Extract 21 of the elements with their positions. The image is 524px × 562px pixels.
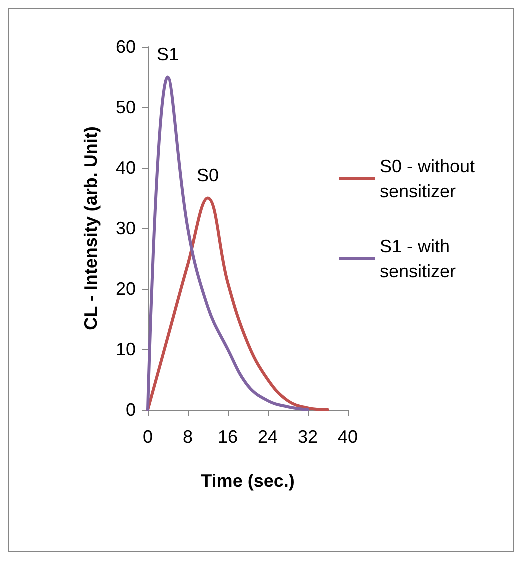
x-tick-label: 24 (258, 427, 278, 447)
legend-label: S0 - without sensitizer (380, 156, 480, 202)
line-series (146, 76, 310, 412)
y-tick-label: 40 (116, 158, 136, 178)
y-tick-label: 50 (116, 98, 136, 118)
legend-label: S1 - with sensitizer (380, 236, 456, 282)
y-tick-label: 60 (116, 37, 136, 57)
x-tick-label: 32 (298, 427, 318, 447)
y-tick-label: 30 (116, 218, 136, 238)
annotation: S1 (156, 44, 180, 64)
annotation: S0 (196, 165, 220, 186)
x-tick-label: 0 (142, 427, 154, 447)
line-series (146, 196, 330, 412)
y-tick-label: 10 (116, 340, 136, 360)
x-tick-label: 16 (218, 427, 238, 447)
x-tick-label: 8 (182, 427, 194, 447)
x-axis-title: Time (sec.) (201, 471, 295, 491)
y-tick-label: 0 (126, 400, 136, 420)
x-tick-label: 40 (338, 427, 358, 447)
y-tick-label: 20 (116, 279, 136, 299)
y-axis-title: CL - Intensity (arb. Unit) (81, 126, 101, 330)
